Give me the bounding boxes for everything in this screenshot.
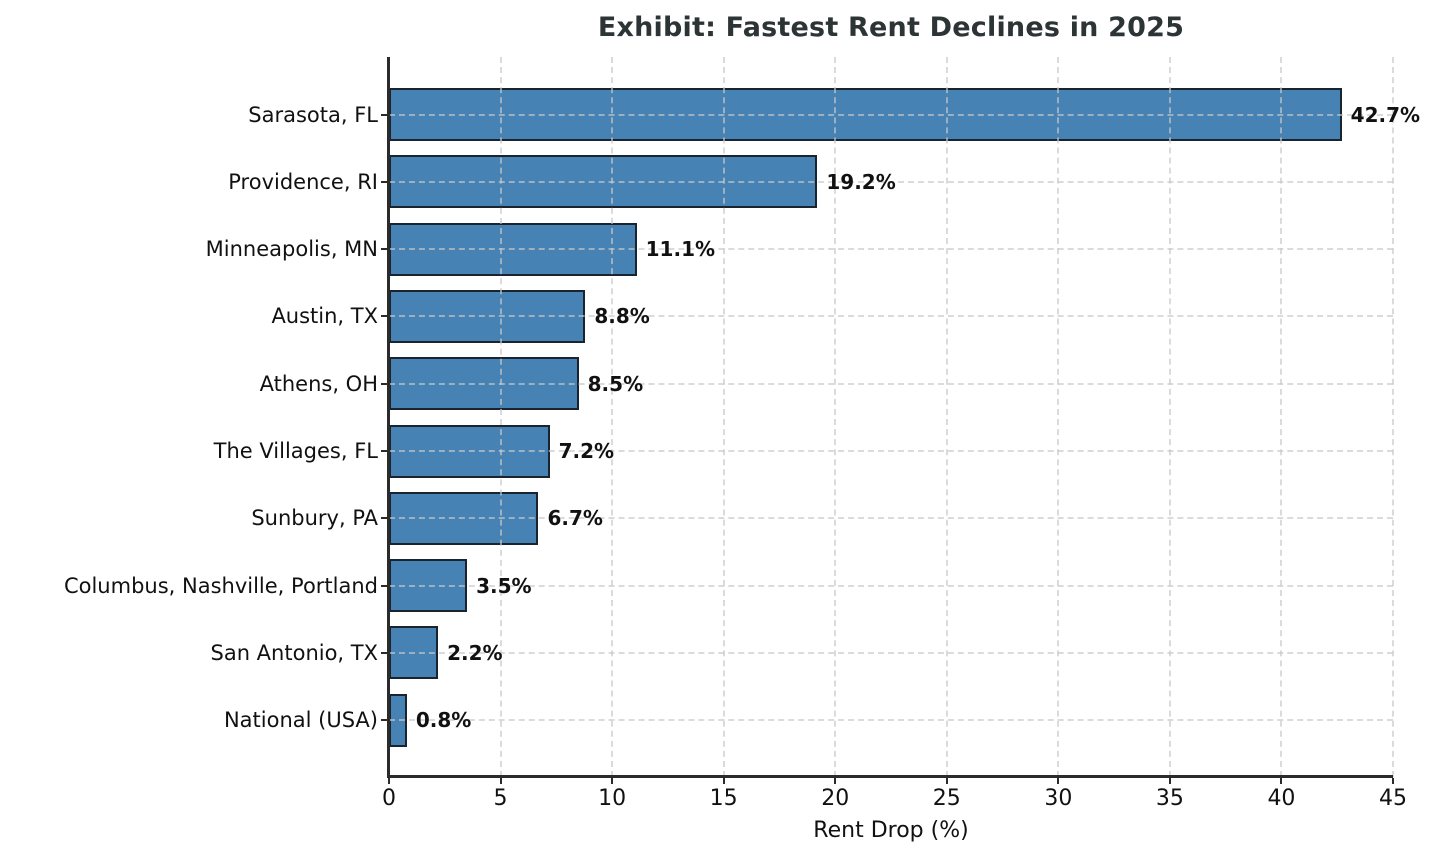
grid-line-vertical xyxy=(1057,57,1060,777)
grid-line-vertical xyxy=(945,57,948,777)
x-tick-mark xyxy=(388,778,390,784)
x-tick-mark xyxy=(1280,778,1283,784)
category-label: Providence, RI xyxy=(228,169,378,194)
x-tick-mark xyxy=(499,778,502,784)
y-tick-mark xyxy=(381,719,387,722)
x-tick-label: 35 xyxy=(1155,786,1184,811)
y-tick-mark xyxy=(381,584,387,587)
grid-line-vertical xyxy=(1168,57,1171,777)
category-label: San Antonio, TX xyxy=(210,640,379,665)
grid-line-horizontal xyxy=(389,584,1393,587)
grid-line-horizontal xyxy=(389,180,1393,183)
grid-line-horizontal xyxy=(389,113,1393,116)
x-axis-spine xyxy=(387,775,1393,778)
grid-line-vertical xyxy=(1392,57,1394,777)
grid-line-horizontal xyxy=(389,651,1393,654)
value-label: 42.7% xyxy=(1350,102,1421,127)
x-tick-mark xyxy=(1057,778,1060,784)
chart-title: Exhibit: Fastest Rent Declines in 2025 xyxy=(597,12,1185,43)
grid-line-vertical xyxy=(1280,57,1283,777)
category-label: Minneapolis, MN xyxy=(205,237,378,262)
value-label: 2.2% xyxy=(447,640,503,665)
x-tick-label: 5 xyxy=(493,786,508,811)
value-label: 8.8% xyxy=(594,304,650,329)
value-label: 19.2% xyxy=(826,169,896,194)
y-tick-mark xyxy=(381,315,387,318)
value-label: 6.7% xyxy=(547,506,603,531)
x-tick-label: 20 xyxy=(821,786,850,811)
y-tick-mark xyxy=(381,651,387,654)
y-tick-mark xyxy=(381,180,387,183)
x-tick-label: 15 xyxy=(709,786,738,811)
value-label: 11.1% xyxy=(645,237,716,262)
x-tick-mark xyxy=(945,778,948,784)
grid-line-vertical xyxy=(834,57,837,777)
category-label: Sunbury, PA xyxy=(251,506,378,531)
x-tick-label: 40 xyxy=(1267,786,1296,811)
category-label: Columbus, Nashville, Portland xyxy=(63,573,378,598)
x-tick-label: 45 xyxy=(1379,786,1407,811)
grid-line-horizontal xyxy=(389,248,1393,251)
value-label: 7.2% xyxy=(558,439,615,463)
x-tick-label: 30 xyxy=(1044,786,1073,811)
x-tick-mark xyxy=(722,778,725,784)
grid-line-vertical xyxy=(499,57,502,777)
value-label: 8.5% xyxy=(587,371,644,396)
y-axis-spine xyxy=(387,57,390,777)
grid-line-horizontal xyxy=(389,450,1393,452)
value-label: 0.8% xyxy=(415,708,472,733)
y-tick-mark xyxy=(381,450,387,452)
category-label: The Villages, FL xyxy=(213,439,378,463)
category-label: Sarasota, FL xyxy=(248,102,378,127)
y-tick-mark xyxy=(381,517,387,520)
x-axis-label: Rent Drop (%) xyxy=(813,818,969,843)
category-label: National (USA) xyxy=(223,708,378,733)
category-label: Athens, OH xyxy=(259,371,378,396)
category-label: Austin, TX xyxy=(271,304,378,329)
value-label: 3.5% xyxy=(476,573,532,598)
grid-line-horizontal xyxy=(389,719,1393,722)
grid-line-vertical xyxy=(722,57,725,777)
x-tick-label: 10 xyxy=(598,786,627,811)
y-tick-mark xyxy=(381,113,387,116)
x-tick-label: 0 xyxy=(382,786,396,811)
y-tick-mark xyxy=(381,382,387,385)
grid-line-horizontal xyxy=(389,517,1393,520)
x-tick-mark xyxy=(834,778,837,784)
x-tick-mark xyxy=(1168,778,1171,784)
x-tick-mark xyxy=(611,778,614,784)
y-tick-mark xyxy=(381,248,387,251)
grid-line-horizontal xyxy=(389,382,1393,385)
x-tick-mark xyxy=(1392,778,1394,784)
grid-line-horizontal xyxy=(389,315,1393,318)
grid-line-vertical xyxy=(611,57,614,777)
x-tick-label: 25 xyxy=(932,786,961,811)
